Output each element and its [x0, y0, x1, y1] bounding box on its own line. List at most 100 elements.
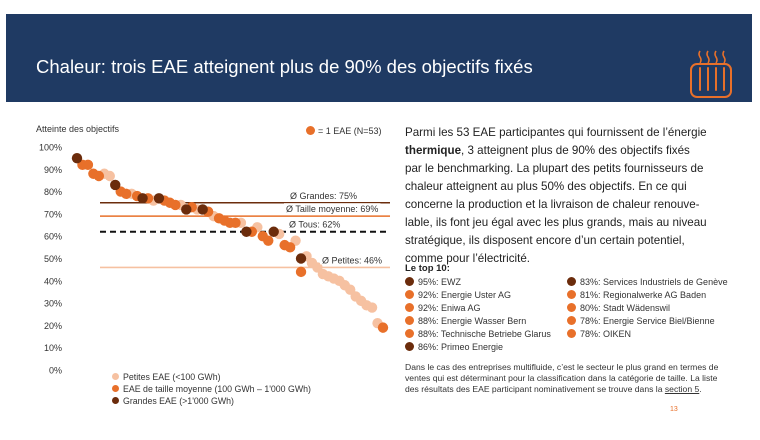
description-line: chaleur atteignent au plus 50% des objec… — [405, 180, 687, 193]
data-point — [284, 242, 296, 253]
data-point — [93, 170, 105, 182]
top10-item-dot — [405, 303, 414, 312]
footnote-text: Dans le cas des entreprises multifluide,… — [405, 362, 719, 394]
top10-item: 78%: OIKEN — [567, 329, 631, 339]
legend-key-dot — [306, 126, 315, 135]
top10-item: 78%: Energie Service Biel/Bienne — [567, 316, 715, 326]
data-point — [230, 217, 241, 229]
data-point — [366, 302, 378, 313]
top10-item-name: Primeo Energie — [441, 342, 504, 352]
top10-item-percent: 83%: — [580, 277, 604, 287]
footnote-end: . — [699, 384, 702, 394]
y-tick-label: 20% — [44, 321, 62, 331]
top10-item-name: Energie Uster AG — [441, 290, 512, 300]
data-point — [104, 170, 115, 182]
page-title: Chaleur: trois EAE atteignent plus de 90… — [36, 56, 533, 77]
top10-item: 80%: Stadt Wädenswil — [567, 303, 670, 313]
y-tick-label: 90% — [44, 165, 62, 175]
title-banner: Chaleur: trois EAE atteignent plus de 90… — [6, 14, 752, 102]
top10-item-percent: 88%: — [418, 316, 442, 326]
data-point — [197, 204, 208, 215]
top10-item-name: EWZ — [441, 277, 462, 287]
description-line: par le benchmarking. La plupart des peti… — [405, 162, 704, 175]
y-tick-label: 30% — [44, 299, 62, 309]
top10-item-percent: 78%: — [580, 329, 604, 339]
y-tick-label: 0% — [49, 366, 62, 376]
top10-item-percent: 78%: — [580, 316, 604, 326]
y-tick-label: 100% — [39, 143, 62, 153]
legend-large-label: Grandes EAE (>1'000 GWh) — [123, 396, 234, 406]
data-point — [377, 322, 389, 333]
description-line: stratégique, ils disposent encore d’un c… — [405, 234, 685, 247]
legend-key-label: = 1 EAE (N=53) — [318, 126, 382, 136]
top10-item-percent: 92%: — [418, 303, 442, 313]
data-point — [295, 253, 307, 264]
y-axis-title: Atteinte des objectifs — [36, 124, 120, 134]
data-point — [181, 204, 192, 215]
top10-item-name: Technische Betriebe Glarus — [440, 329, 551, 339]
y-tick-label: 50% — [44, 254, 62, 264]
legend-small-dot — [112, 373, 119, 380]
top10-item: 88%: Technische Betriebe Glarus — [405, 329, 551, 339]
data-point — [110, 179, 121, 191]
top10-item-name: Stadt Wädenswil — [603, 303, 671, 313]
legend-key: = 1 EAE (N=53) — [306, 126, 382, 136]
top10-item-dot — [405, 290, 414, 299]
data-point — [71, 152, 83, 164]
data-point — [263, 235, 274, 246]
y-tick-label: 40% — [44, 276, 62, 286]
reference-label-bg — [287, 218, 343, 229]
legend-large-dot — [112, 397, 119, 404]
reference-label-bg — [288, 189, 360, 200]
top10-item-percent: 92%: — [418, 290, 442, 300]
top10-item-name: Energie Wasser Bern — [441, 316, 527, 326]
radiator-heat-icon — [690, 50, 732, 98]
data-point — [295, 266, 307, 278]
description-line: Parmi les 53 EAE participantes qui fourn… — [405, 126, 707, 139]
data-point — [120, 188, 132, 200]
legend-small-label: Petites EAE (<100 GWh) — [123, 372, 221, 382]
top10-item-percent: 86%: — [418, 342, 442, 352]
data-point — [268, 226, 279, 237]
top10-item: 92%: Eniwa AG — [405, 303, 481, 313]
top10-item-dot — [567, 277, 576, 286]
reference-label: Ø Grandes: 75% — [290, 191, 357, 201]
y-tick-label: 60% — [44, 232, 62, 242]
legend-medium-dot — [112, 385, 119, 392]
description-line: lable, ils font jeu égal avec les plus g… — [405, 216, 707, 229]
top10-item-dot — [405, 329, 414, 338]
top10-item-percent: 88%: — [418, 329, 441, 339]
reference-label: Ø Petites: 46% — [322, 255, 382, 265]
top10-item-name: Energie Service Biel/Bienne — [603, 316, 715, 326]
legend-medium: EAE de taille moyenne (100 GWh – 1'000 G… — [112, 384, 311, 394]
top10-item: 92%: Energie Uster AG — [405, 290, 511, 300]
top10-item: 95%: EWZ — [405, 277, 461, 287]
page-number: 13 — [670, 406, 678, 413]
top10-item-dot — [405, 342, 414, 351]
reference-label: Ø Taille moyenne: 69% — [286, 204, 378, 214]
reference-label: Ø Tous: 62% — [289, 220, 340, 230]
top10-item: 81%: Regionalwerke AG Baden — [567, 290, 706, 300]
legend-small: Petites EAE (<100 GWh) — [112, 372, 221, 382]
top10-item-dot — [567, 290, 576, 299]
section-link[interactable]: section 5 — [664, 384, 700, 394]
top10-item-dot — [567, 329, 576, 338]
description-line: concerne la production et la livraison d… — [405, 198, 700, 211]
y-tick-label: 70% — [44, 209, 62, 219]
reference-label-bg — [320, 254, 385, 265]
top10-item: 86%: Primeo Energie — [405, 342, 503, 352]
footnote: Dans le cas des entreprises multifluide,… — [405, 362, 730, 395]
top10-item: 88%: Energie Wasser Bern — [405, 316, 526, 326]
y-tick-label: 80% — [44, 187, 62, 197]
top10-item-dot — [405, 277, 414, 286]
description-text: Parmi les 53 EAE participantes qui fourn… — [405, 124, 725, 268]
top10-item-name: Eniwa AG — [441, 303, 481, 313]
data-point — [82, 159, 94, 171]
y-tick-label: 10% — [44, 343, 62, 353]
top10-title: Le top 10: — [405, 263, 450, 274]
reference-label-bg — [284, 203, 381, 214]
description-line: , 3 atteignent plus de 90% des objectifs… — [461, 144, 690, 157]
description-line: comme pour l’électricité. — [405, 252, 530, 265]
